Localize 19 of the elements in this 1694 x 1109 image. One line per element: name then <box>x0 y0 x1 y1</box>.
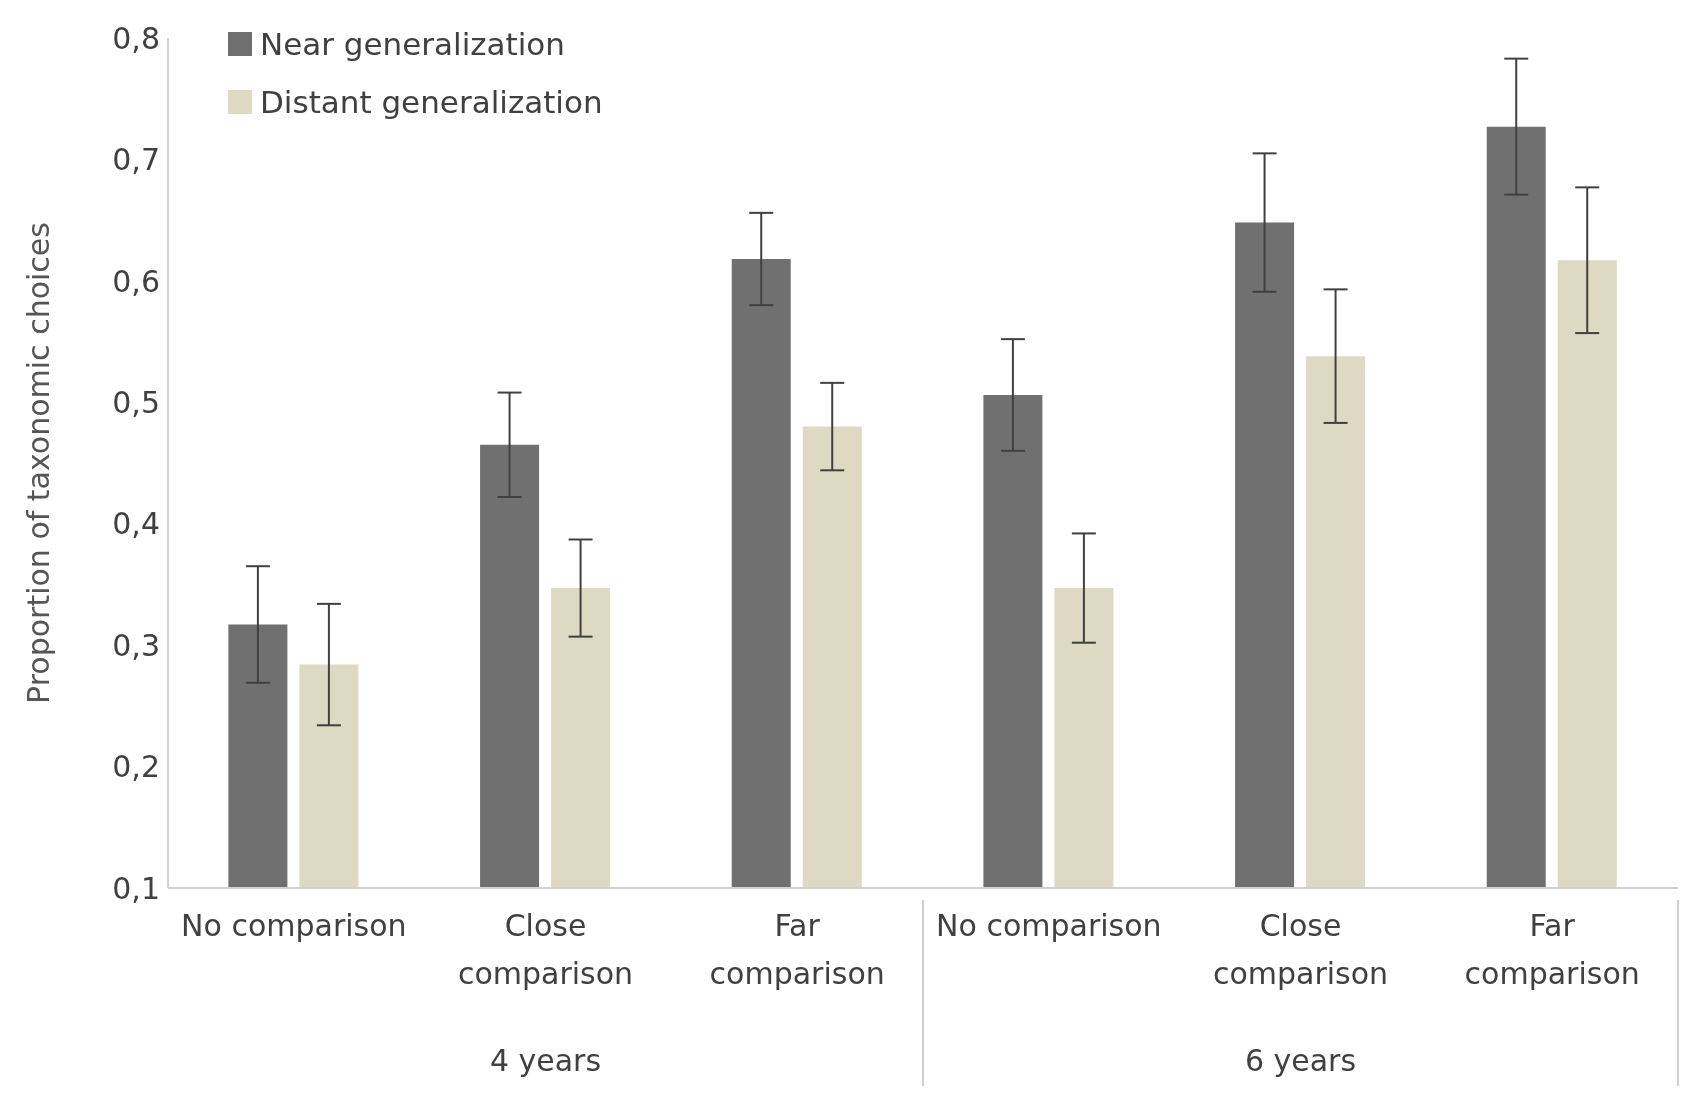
y-tick-label: 0,2 <box>112 749 160 785</box>
x-tick-label: Close comparison <box>457 908 634 991</box>
y-tick-label: 0,4 <box>112 506 160 542</box>
x-tick-label: No comparison <box>181 908 407 943</box>
y-tick-label: 0,7 <box>112 142 160 178</box>
legend-label: Near generalization <box>260 26 565 62</box>
y-tick-label: 0,8 <box>112 20 160 56</box>
y-tick-label: 0,1 <box>112 870 160 906</box>
text: 6 years <box>1244 1043 1357 1078</box>
y-tick-label: 0,5 <box>112 384 160 420</box>
text: 4 years <box>489 1043 602 1078</box>
y-tick-label: 0,3 <box>112 627 160 663</box>
y-tick-label: 0,6 <box>112 263 160 299</box>
x-tick-label: Far comparison <box>709 908 885 991</box>
legend-label: Distant generalization <box>260 84 603 120</box>
x-tick-label: Far comparison <box>1464 908 1640 991</box>
x-tick-label: No comparison <box>936 908 1162 943</box>
y-axis-title: Proportion of taxonomic choices <box>20 222 56 704</box>
x-tick-label: Close comparison <box>1212 908 1389 991</box>
